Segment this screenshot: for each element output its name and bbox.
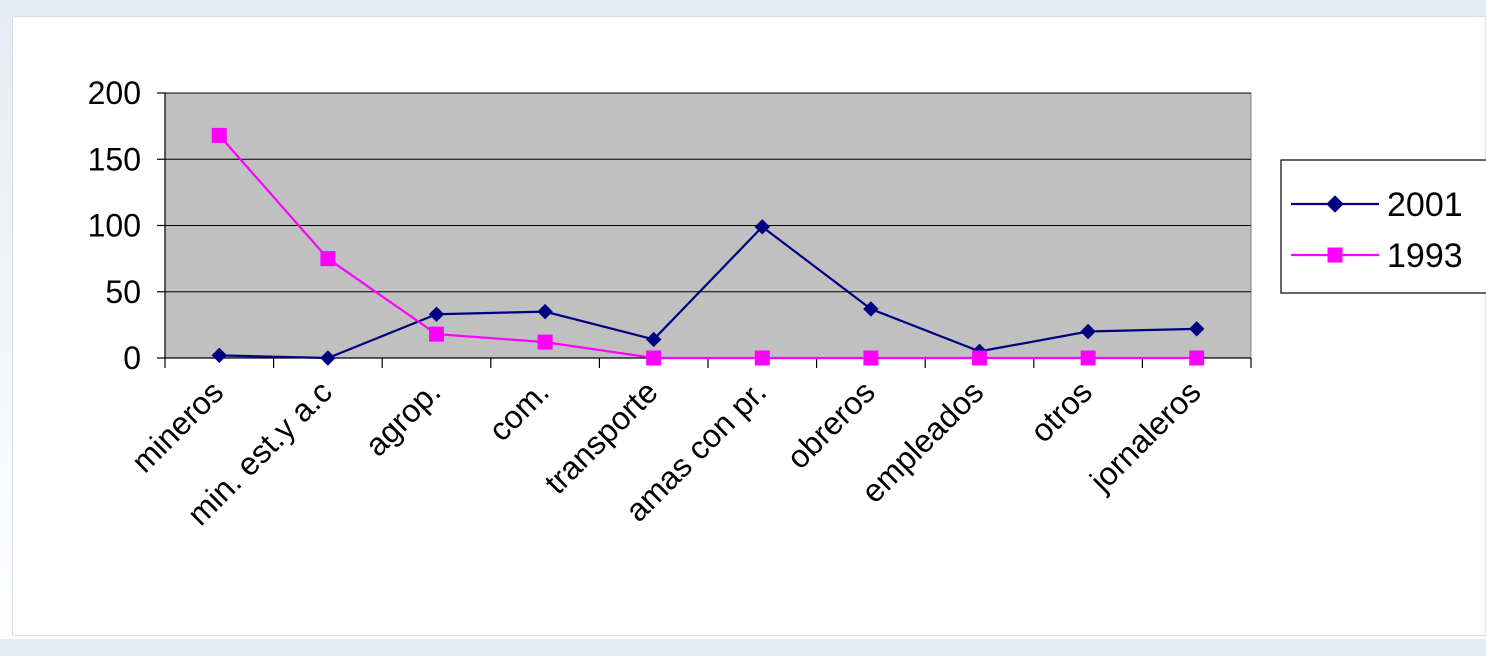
legend-label-2001: 2001 [1387,186,1463,224]
x-tick-label: mineros [124,373,230,479]
data-point-1993 [754,350,770,366]
data-point-2001 [211,347,228,364]
legend-marker-2001 [1326,195,1344,213]
data-point-1993 [972,350,987,366]
data-point-1993 [537,334,553,350]
y-tick-label: 100 [88,208,141,244]
y-tick-label: 200 [88,75,141,111]
x-tick-label: com. [482,373,556,447]
y-tick-label: 50 [105,274,141,310]
data-point-2001 [1188,321,1205,337]
data-point-2001 [645,331,662,348]
x-tick-label: jornaleros [1082,373,1208,499]
legend: 2001 1993 [1280,159,1486,294]
series [211,127,1205,366]
x-tick-label: otros [1023,373,1099,449]
legend-box [1280,159,1486,294]
data-point-2001 [320,350,336,366]
y-tick-label: 0 [123,340,141,376]
legend-marker-1993 [1327,247,1343,263]
data-point-2001 [428,306,445,322]
x-tick-label: agrop. [358,373,448,463]
data-point-1993 [1189,350,1205,366]
data-point-1993 [863,350,879,366]
x-tick-label: obreros [780,373,882,475]
data-point-2001 [1080,323,1096,340]
data-point-1993 [646,350,662,366]
y-tick-label: 150 [88,141,141,177]
chart-frame: 0 50 100 150 200 mineros min. est.y a.c agrop.… [12,16,1486,636]
data-point-2001 [863,301,879,317]
series-line-2001 [219,225,1197,360]
data-point-2001 [537,303,553,320]
data-point-1993 [320,251,336,267]
legend-label-1993: 1993 [1387,237,1463,275]
data-point-1993 [1080,350,1096,366]
data-point-2001 [754,219,771,235]
series-line-1993 [218,134,1197,360]
data-point-1993 [211,127,227,143]
gridlines [165,92,1251,293]
y-tick-labels: 0 50 100 150 200 [88,75,141,376]
data-point-1993 [429,326,444,342]
